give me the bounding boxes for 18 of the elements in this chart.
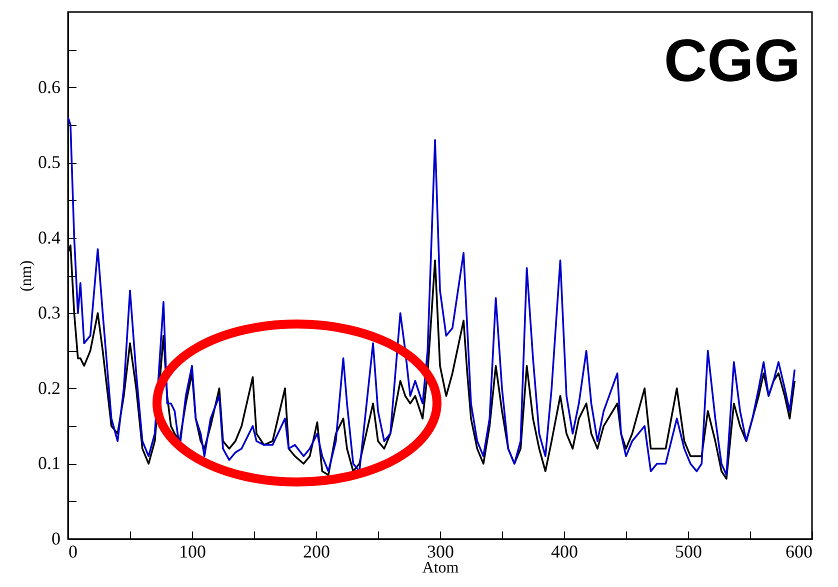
x-tick-label: 300 xyxy=(427,542,454,562)
y-tick-label: 0.2 xyxy=(38,378,60,398)
y-axis-title: (nm) xyxy=(18,260,35,292)
y-tick-label: 0.6 xyxy=(38,76,60,97)
x-axis-title: Atom xyxy=(422,560,460,576)
y-tick-label: 0 xyxy=(52,528,60,548)
x-tick-label: 600 xyxy=(786,542,812,562)
y-tick-label: 0.1 xyxy=(38,453,60,474)
y-tick-label: 0.5 xyxy=(38,152,60,172)
y-tick-label: 0.3 xyxy=(38,302,60,323)
x-tick-label: 200 xyxy=(303,542,330,562)
x-tick-label: 400 xyxy=(551,542,578,562)
x-tick-label: 100 xyxy=(179,542,206,562)
y-tick-label: 0.4 xyxy=(38,227,60,248)
x-tick-label: 0 xyxy=(68,542,78,562)
x-tick-label: 500 xyxy=(675,542,702,562)
chart-title: CGG xyxy=(664,27,800,94)
line-series xyxy=(68,116,796,476)
